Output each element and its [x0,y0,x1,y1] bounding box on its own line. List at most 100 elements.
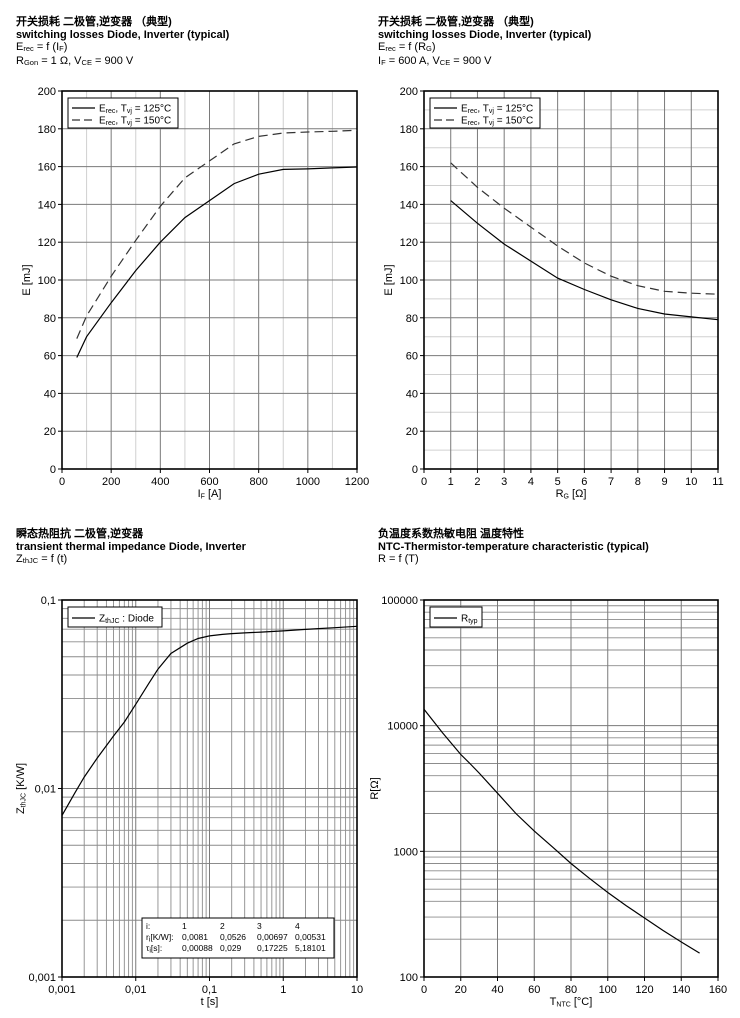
chart-1: 0 200 400 600 800 1000 1200 0 20 40 60 80 100 120 140 1… [21,86,369,501]
chart1-title-cn: 开关损耗 二极管,逆变器 （典型) [16,16,172,28]
x-axis-label: IF [A] [198,488,222,501]
chart2-header: 开关损耗 二极管,逆变器 （典型) switching losses Diode… [378,16,591,68]
series-line-2 [76,129,358,339]
x-tick-label: 100 [599,984,617,996]
x-tick-label: 5 [555,476,561,488]
table-tau-label: τi[s]: [146,943,162,955]
grid [423,90,719,470]
table-ri-cell: 0,0081 [182,932,208,942]
table-ri-label: ri[K/W]: [146,932,174,944]
y-tick-label: 10000 [387,721,418,733]
x-tick-label: 0,001 [48,984,76,996]
x-tick-label: 1000 [296,476,320,488]
x-tick-label: 6 [581,476,587,488]
y-tick-label: 40 [406,388,418,400]
y-tick-label: 180 [400,124,418,136]
x-tick-label: 1200 [345,476,369,488]
x-tick-label: 4 [528,476,534,488]
grid [61,90,358,470]
y-tick-label: 160 [400,162,418,174]
table-ri-cell: 0,0526 [220,932,246,942]
x-tick-label: 10 [685,476,697,488]
table-tau-cell: 0,17225 [257,943,288,953]
series-line-1 [423,708,700,954]
series-line-1 [450,200,719,321]
table-header-cell: 1 [182,921,187,931]
chart2-title-cn: 开关损耗 二极管,逆变器 （典型) [378,16,534,28]
legend-label-1: Rtyp [461,614,478,626]
legend-box [67,97,179,129]
y-tick-label: 200 [38,86,56,98]
x-tick-label: 1 [448,476,454,488]
x-tick-label: 80 [565,984,577,996]
x-tick-label: 140 [672,984,690,996]
y-tick-label: 20 [44,426,56,438]
chart1-subtitle: Erec = f (IF) [16,41,68,53]
table-header-cell: 4 [295,921,300,931]
y-tick-label: 160 [38,162,56,174]
legend-label-1: ZthJC : Diode [99,614,154,626]
y-tick-label: 0,01 [35,784,56,796]
chart4-header: 负温度系数热敏电阻 温度特性 NTC-Thermistor-temperatur… [378,528,649,566]
x-tick-label: 60 [528,984,540,996]
y-tick-label: 100 [400,972,418,984]
y-axis-label: ZthJC [K/W] [15,763,28,814]
series-line-1 [76,166,358,358]
chart-2: 0 1 2 3 4 5 6 7 8 9 10 11 0 20 40 60 80 100 120 140 160 180 20… [383,86,724,501]
x-tick-label: 400 [151,476,169,488]
chart1-conditions: RGon = 1 Ω, VCE = 900 V [16,54,134,67]
legend-label-1: Erec, Tvj = 125°C [461,104,533,116]
table-header-cell: 3 [257,921,262,931]
x-tick-label: 800 [249,476,267,488]
table-tau-cell: 0,00088 [182,943,213,953]
table-ri-cell: 0,00531 [295,932,326,942]
table-tau-cell: 0,029 [220,943,242,953]
chart2-subtitle: Erec = f (RG) [378,41,436,53]
y-tick-label: 100 [400,275,418,287]
y-tick-label: 0 [412,464,418,476]
rth-table-box [141,917,335,959]
x-axis-label: RG [Ω] [556,488,587,501]
legend-box [429,606,483,628]
x-tick-label: 160 [709,984,727,996]
legend: ZthJC : Diode [67,606,163,628]
x-axis-label: TNTC [°C] [550,996,593,1009]
x-tick-label: 11 [712,476,723,488]
grid [423,599,719,978]
x-tick-label: 7 [608,476,614,488]
x-tick-label: 0 [421,476,427,488]
y-tick-label: 120 [38,237,56,249]
y-axis-label: E [mJ] [21,264,33,295]
chart2-conditions: IF = 600 A, VCE = 900 V [378,54,492,67]
y-tick-label: 1000 [394,846,418,858]
table-tau-cell: 5,18101 [295,943,326,953]
x-tick-label: 0 [59,476,65,488]
y-tick-label: 100000 [381,595,418,607]
rth-table: i: 1 2 3 4 ri[K/W]: 0,0081 0,0526 0,00697 0,00531… [141,917,335,959]
y-axis-label: E [mJ] [383,264,395,295]
legend-label-1: Erec, Tvj = 125°C [99,104,171,116]
legend-label-2: Erec, Tvj = 150°C [99,116,171,128]
y-tick-label: 180 [38,124,56,136]
legend-box [67,606,163,628]
y-tick-label: 60 [44,351,56,363]
series-line-1 [61,625,358,816]
y-tick-label: 0 [50,464,56,476]
y-tick-label: 140 [400,199,418,211]
y-tick-label: 40 [44,388,56,400]
y-tick-label: 140 [38,199,56,211]
chart4-subtitle: R = f (T) [378,553,419,565]
y-tick-label: 100 [38,275,56,287]
x-tick-label: 120 [635,984,653,996]
x-tick-label: 9 [661,476,667,488]
chart2-title: switching losses Diode, Inverter (typica… [378,28,592,41]
legend-box [429,97,541,129]
x-axis-label: t [s] [201,996,219,1008]
chart4-title-cn: 负温度系数热敏电阻 温度特性 [378,528,525,540]
chart3-title: transient thermal impedance Diode, Inver… [16,540,246,553]
table-header-cell: i: [146,921,150,931]
y-axis-label: R[Ω] [369,777,381,799]
y-tick-label: 80 [406,313,418,325]
